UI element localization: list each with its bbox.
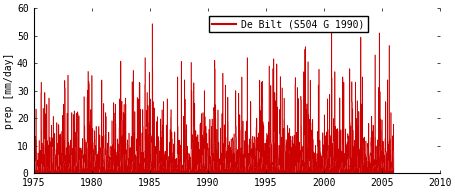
Legend: De Bilt (S504 G 1990): De Bilt (S504 G 1990) (209, 16, 367, 32)
Y-axis label: prep [mm/day]: prep [mm/day] (4, 52, 14, 129)
